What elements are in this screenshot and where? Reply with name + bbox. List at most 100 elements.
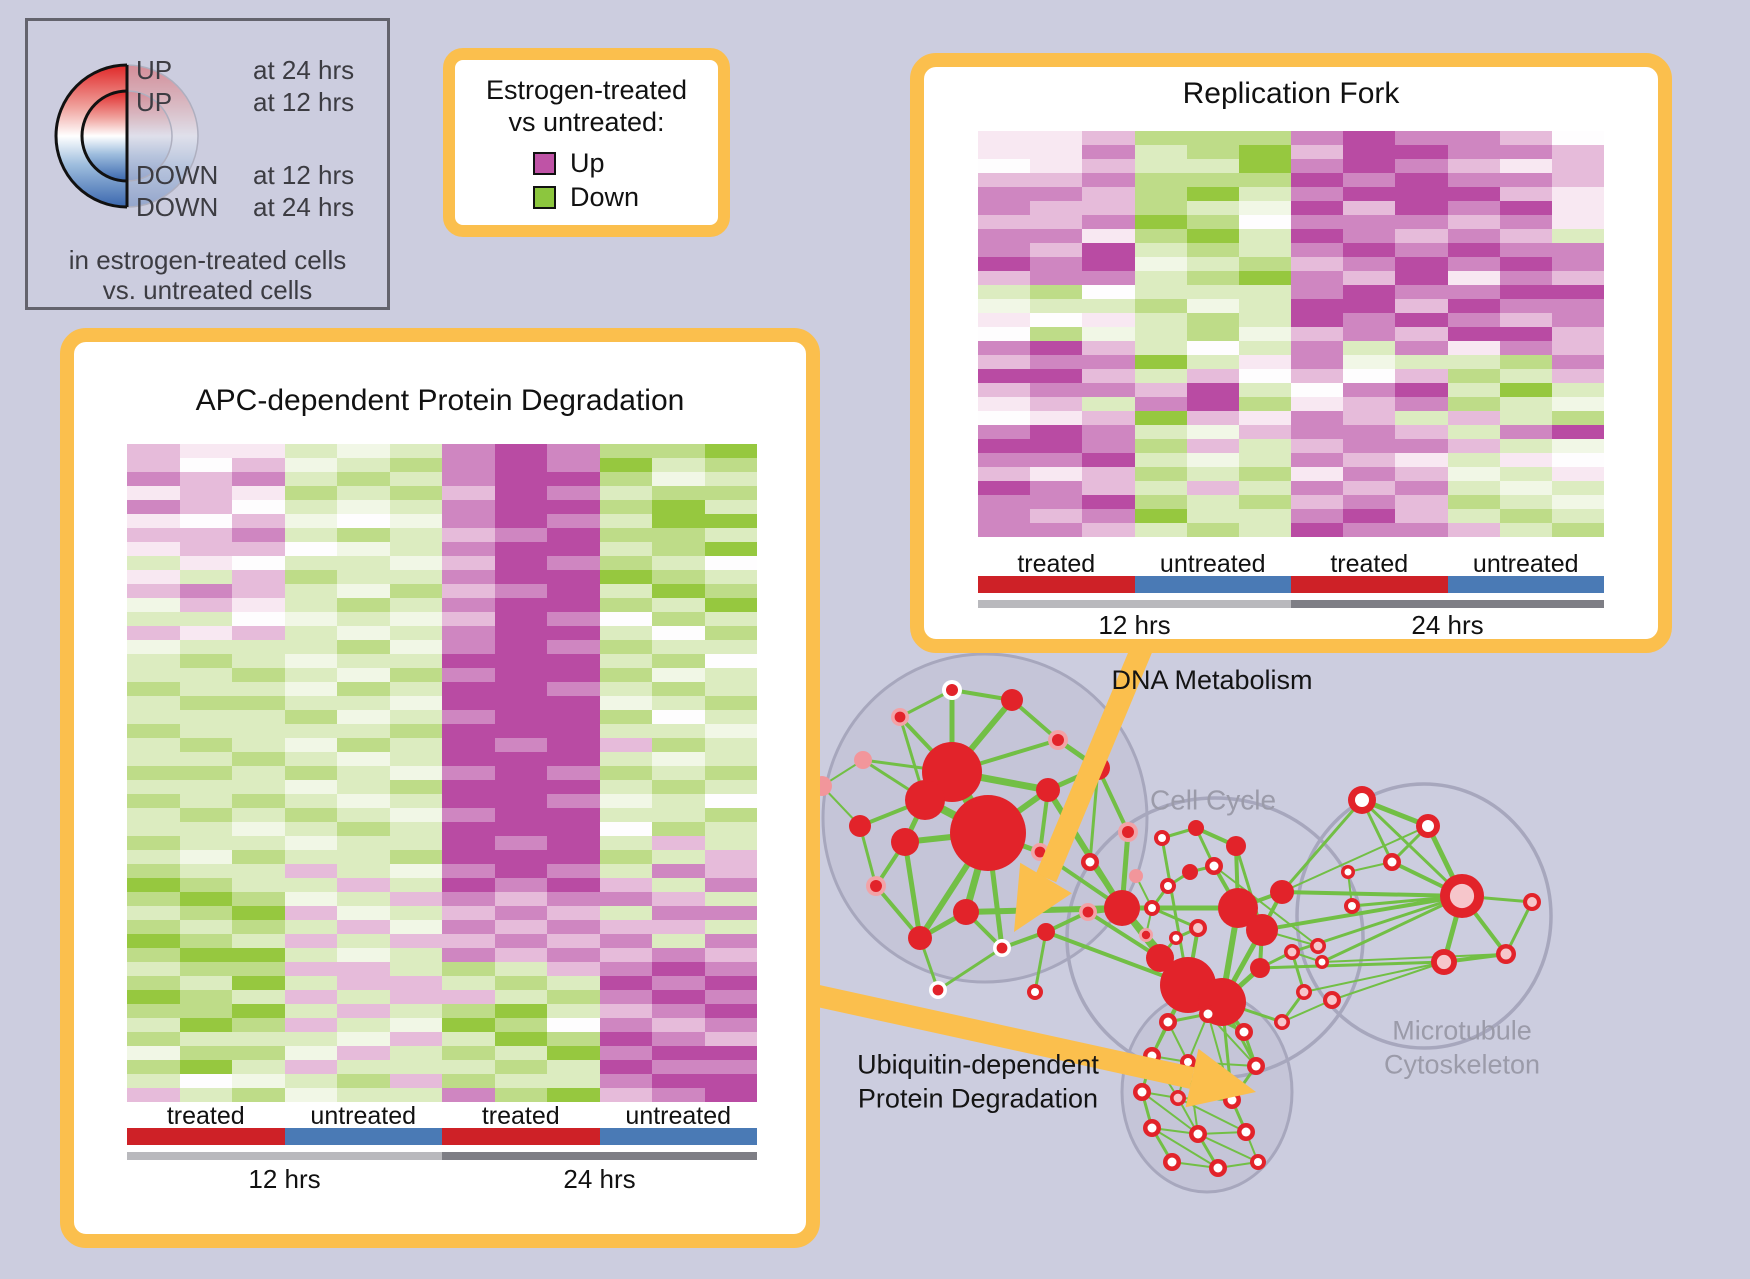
heatmap-cell xyxy=(442,584,495,598)
heatmap-cell xyxy=(652,780,705,794)
heatmap-cell xyxy=(1134,439,1187,453)
heatmap-cell xyxy=(1186,509,1239,523)
network-edge xyxy=(1259,960,1445,970)
heatmap-cell xyxy=(1499,285,1552,299)
heatmap-cell xyxy=(704,1046,757,1060)
heatmap-cell xyxy=(1030,355,1083,369)
down-24-time: at 24 hrs xyxy=(253,192,355,222)
network-node-core xyxy=(1251,1061,1261,1071)
heatmap-cell xyxy=(337,948,390,962)
heatmap-cell xyxy=(599,892,652,906)
heatmap-cell xyxy=(389,528,442,542)
heatmap-cell xyxy=(442,458,495,472)
heatmap-cell xyxy=(547,864,600,878)
heatmap-cell xyxy=(1343,257,1396,271)
network-edge xyxy=(1033,931,1048,993)
heatmap-cell xyxy=(599,962,652,976)
heatmap-cell xyxy=(652,878,705,892)
heatmap-cell xyxy=(1499,313,1552,327)
heatmap-cell xyxy=(232,626,285,640)
heatmap-cell xyxy=(599,654,652,668)
heatmap-cell xyxy=(1186,173,1239,187)
heatmap-cell xyxy=(704,486,757,500)
heatmap-cell xyxy=(1238,481,1291,495)
heatmap-cell xyxy=(599,990,652,1004)
heatmap-cell xyxy=(494,598,547,612)
heatmap-cell xyxy=(494,696,547,710)
heatmap-cell xyxy=(232,794,285,808)
heatmap-cell xyxy=(1030,285,1083,299)
heatmap-cell xyxy=(179,542,232,556)
heatmap-cell xyxy=(978,439,1031,453)
network-edge xyxy=(1086,910,1162,960)
heatmap-cell xyxy=(599,542,652,556)
heatmap-cell xyxy=(1551,201,1604,215)
heatmap-cell xyxy=(1291,453,1344,467)
network-edge xyxy=(1151,1127,1219,1169)
heatmap-cell xyxy=(547,1060,600,1074)
heatmap-cell xyxy=(389,542,442,556)
heatmap-cell xyxy=(179,808,232,822)
heatmap-cell xyxy=(442,962,495,976)
heatmap-cell xyxy=(284,514,337,528)
heatmap-cell xyxy=(704,1060,757,1074)
heatmap-cell xyxy=(978,425,1031,439)
heatmap-cell xyxy=(1134,355,1187,369)
heatmap-cell xyxy=(1030,425,1083,439)
heatmap-cell xyxy=(127,584,180,598)
network-edge xyxy=(1281,890,1463,898)
heatmap-cell xyxy=(652,976,705,990)
rf-group-untreated-24: untreated xyxy=(1472,550,1579,578)
heatmap-cell xyxy=(599,514,652,528)
network-node-core xyxy=(1436,954,1452,970)
heatmap-cell xyxy=(232,948,285,962)
heatmap-cell xyxy=(1030,453,1083,467)
heatmap-cell xyxy=(1238,131,1291,145)
heatmap-cell xyxy=(127,710,180,724)
heatmap-cell xyxy=(1447,299,1500,313)
heatmap-cell xyxy=(1030,187,1083,201)
heatmap-cell xyxy=(337,1088,390,1102)
heatmap-cell xyxy=(179,906,232,920)
heatmap-cell xyxy=(389,724,442,738)
heatmap-cell xyxy=(1030,383,1083,397)
heatmap-cell xyxy=(127,780,180,794)
heatmap-cell xyxy=(652,1004,705,1018)
heatmap-cell xyxy=(494,822,547,836)
heatmap-cell xyxy=(1447,327,1500,341)
rf-group-treated-12: treated xyxy=(1017,550,1096,578)
heatmap-cell xyxy=(704,976,757,990)
color-legend-box: Estrogen-treated vs untreated: Up Down xyxy=(443,48,730,237)
network-node xyxy=(1182,864,1198,880)
heatmap-cell xyxy=(1499,495,1552,509)
heatmap-cell xyxy=(232,808,285,822)
heatmap-cell xyxy=(1551,285,1604,299)
up-24-time: at 24 hrs xyxy=(253,55,355,85)
network-node-core xyxy=(1449,883,1475,909)
heatmap-cell xyxy=(1134,243,1187,257)
heatmap-cell xyxy=(232,514,285,528)
heatmap-cell xyxy=(1499,509,1552,523)
heatmap-cell xyxy=(652,612,705,626)
heatmap-cell xyxy=(337,612,390,626)
heatmap-cell xyxy=(494,1088,547,1102)
heatmap-cell xyxy=(1499,411,1552,425)
heatmap-cell xyxy=(599,1032,652,1046)
heatmap-cell xyxy=(127,1018,180,1032)
heatmap-cell xyxy=(389,892,442,906)
heatmap-cell xyxy=(389,934,442,948)
heatmap-cell xyxy=(284,850,337,864)
heatmap-cell xyxy=(704,1088,757,1102)
network-node-core xyxy=(1227,1095,1237,1105)
heatmap-cell xyxy=(1291,243,1344,257)
heatmap-cell xyxy=(1395,299,1448,313)
heatmap-cell xyxy=(442,920,495,934)
heatmap-cell xyxy=(1238,159,1291,173)
heatmap-cell xyxy=(494,906,547,920)
heatmap-cell xyxy=(179,640,232,654)
heatmap-cell xyxy=(389,878,442,892)
heatmap-cell xyxy=(232,780,285,794)
heatmap-cell xyxy=(978,299,1031,313)
heatmap-cell xyxy=(1447,341,1500,355)
heatmap-cell xyxy=(1395,467,1448,481)
